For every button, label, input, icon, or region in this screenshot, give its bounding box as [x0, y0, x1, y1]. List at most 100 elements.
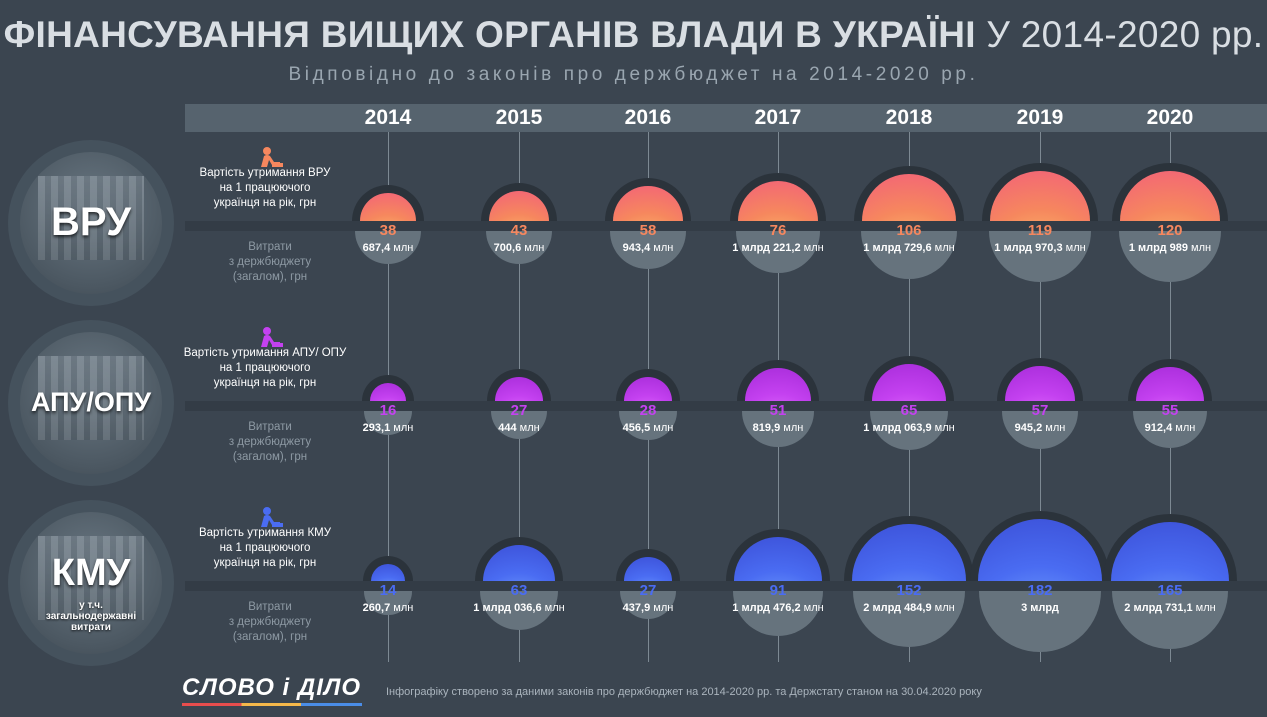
budget-bubble — [736, 231, 820, 273]
budget-bubble — [1132, 411, 1208, 449]
cost-label-line: на 1 працюючого — [219, 182, 311, 194]
budget-value-number: 945,2 — [1014, 422, 1043, 434]
cost-per-worker-label: Вартість утримання ВРУ на 1 працюючого укр… — [170, 166, 360, 211]
year-label-2018: 2018 — [885, 106, 933, 129]
year-header-band — [185, 104, 1267, 132]
budget-label-line: (загалом), грн — [232, 451, 308, 463]
cost-value: 43 — [510, 222, 528, 239]
worker-icon — [258, 146, 284, 168]
value-bubble — [745, 368, 811, 401]
budget-label-line: Витрати — [248, 601, 292, 613]
cost-label-line: українця на рік, грн — [213, 557, 317, 569]
value-bubble-fill — [495, 377, 543, 401]
value-bubble-fill — [852, 524, 966, 581]
budget-spending-label: Витрати з держбюджету (загалом), грн — [215, 240, 325, 285]
value-bubble-fill — [624, 557, 672, 581]
budget-bubble — [869, 411, 949, 451]
year-label-2016: 2016 — [624, 106, 672, 129]
value-bubble — [488, 190, 550, 221]
cost-label-line: Вартість утримання КМУ — [198, 527, 332, 539]
budget-bubble-fill — [1111, 591, 1229, 650]
budget-value: 945,2 млн — [970, 422, 1110, 434]
year-label-2015: 2015 — [495, 106, 543, 129]
budget-bubble — [354, 231, 422, 265]
building-image — [38, 536, 144, 620]
budget-value-unit: млн — [650, 422, 674, 434]
budget-bubble — [364, 591, 412, 615]
budget-bubble — [742, 411, 814, 447]
entity-sublabel-line: витрати — [71, 622, 111, 633]
budget-value-number: 437,9 — [622, 602, 651, 614]
cost-value: 65 — [900, 402, 918, 419]
value-bubble-fill — [871, 363, 947, 401]
cost-value: 182 — [1027, 582, 1053, 599]
budget-label-line: Витрати — [248, 241, 292, 253]
cost-value: 14 — [379, 582, 397, 599]
budget-value: 260,7 млн — [318, 602, 458, 614]
budget-value-number: 3 млрд — [1021, 602, 1059, 614]
budget-value-unit: млн — [390, 242, 414, 254]
budget-bubble-fill — [853, 591, 965, 647]
entity-sublabel-line: у т.ч. — [79, 600, 103, 611]
building-photo: АПУ/ОПУ — [20, 332, 162, 474]
cost-label-line: українця на рік, грн — [213, 197, 317, 209]
building-photo: КМУ у т.ч. загальнодержавні витрати — [20, 512, 162, 654]
budget-value-number: 1 млрд 989 — [1128, 242, 1188, 254]
value-bubble — [370, 563, 406, 581]
entity-label: ВРУ — [51, 200, 131, 244]
budget-spending-label: Витрати з держбюджету (загалом), грн — [215, 600, 325, 645]
budget-value: 444 млн — [449, 422, 589, 434]
value-bubble — [737, 180, 819, 221]
building-image — [38, 176, 144, 260]
cost-value: 165 — [1157, 582, 1183, 599]
cost-value: 58 — [639, 222, 657, 239]
budget-bubble — [619, 411, 677, 440]
budget-bubble — [1111, 591, 1229, 650]
budget-bubble-fill — [979, 591, 1101, 652]
worker-icon — [258, 506, 284, 528]
budget-value-unit: млн — [516, 422, 540, 434]
cost-value: 76 — [769, 222, 787, 239]
cost-value: 27 — [639, 582, 657, 599]
page-subtitle: Відповідно до законів про держбюджет на … — [288, 64, 979, 85]
budget-value: 1 млрд 476,2 млн — [708, 602, 848, 614]
entity-sublabel-line: загальнодержавні — [45, 611, 137, 622]
budget-bubble — [979, 591, 1101, 652]
budget-value-number: 943,4 — [622, 242, 651, 254]
value-bubble — [482, 544, 556, 581]
budget-value: 912,4 млн — [1100, 422, 1240, 434]
budget-bubble — [485, 231, 553, 265]
cost-label-line: на 1 працюючого — [219, 542, 311, 554]
budget-value-unit: млн — [931, 422, 955, 434]
cost-value: 63 — [510, 582, 528, 599]
cost-value: 38 — [379, 222, 397, 239]
budget-value: 1 млрд 036,6 млн — [449, 602, 589, 614]
budget-value-unit: млн — [1188, 242, 1212, 254]
value-bubble-fill — [734, 537, 822, 581]
budget-bubble — [480, 591, 558, 630]
value-bubble — [1005, 366, 1075, 401]
value-bubble — [369, 382, 407, 401]
cost-label-line: Вартість утримання ВРУ — [199, 167, 331, 179]
cost-label-line: Вартість утримання АПУ/ ОПУ — [183, 347, 347, 359]
value-bubble-fill — [737, 180, 819, 221]
budget-value: 1 млрд 989 млн — [1100, 242, 1240, 254]
budget-value-unit: млн — [800, 242, 824, 254]
value-bubble-fill — [369, 382, 407, 401]
budget-value-unit: млн — [1042, 422, 1066, 434]
budget-value-number: 819,9 — [752, 422, 781, 434]
budget-value-number: 912,4 — [1144, 422, 1173, 434]
value-bubble — [1119, 170, 1221, 221]
budget-value-number: 2 млрд 484,9 — [863, 602, 932, 614]
value-bubble — [612, 185, 683, 221]
budget-value: 2 млрд 484,9 млн — [839, 602, 979, 614]
budget-value: 700,6 млн — [449, 242, 589, 254]
budget-bubble — [989, 231, 1091, 282]
budget-value: 2 млрд 731,1 млн — [1100, 602, 1240, 614]
budget-value: 1 млрд 970,3 млн — [970, 242, 1110, 254]
budget-value-unit: млн — [1192, 602, 1216, 614]
value-bubble-fill — [1119, 170, 1221, 221]
budget-bubble — [363, 411, 413, 436]
budget-value-number: 687,4 — [362, 242, 391, 254]
